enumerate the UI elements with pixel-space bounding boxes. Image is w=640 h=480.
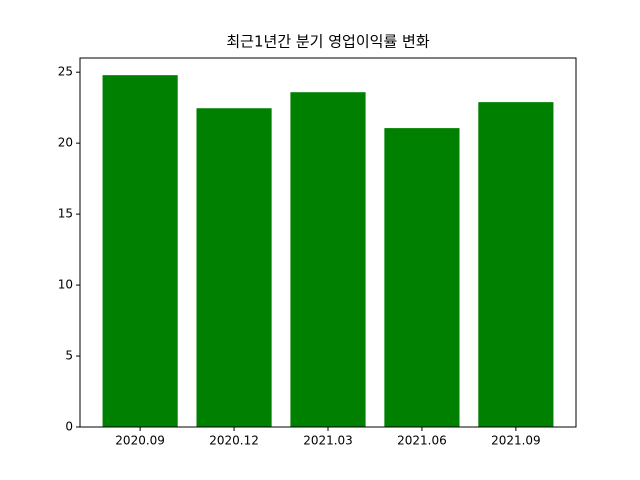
x-tick-label: 2020.09 (115, 434, 165, 448)
x-tick-label: 2020.12 (209, 434, 259, 448)
y-tick-label: 20 (58, 136, 73, 150)
y-tick-label: 15 (58, 207, 73, 221)
bar (478, 102, 554, 428)
x-tick-label: 2021.06 (397, 434, 447, 448)
bar (102, 75, 178, 427)
bar (196, 108, 272, 427)
plot-frame (79, 57, 577, 428)
x-tick-label: 2021.03 (303, 434, 353, 448)
bar (384, 128, 460, 428)
y-tick-label: 10 (58, 278, 73, 292)
y-tick-label: 0 (65, 420, 73, 434)
x-tick-label: 2021.09 (491, 434, 541, 448)
bar (290, 92, 366, 427)
y-tick-label: 5 (65, 349, 73, 363)
y-tick-label: 25 (58, 65, 73, 79)
chart-title: 최근1년간 분기 영업이익률 변화 (226, 33, 429, 51)
